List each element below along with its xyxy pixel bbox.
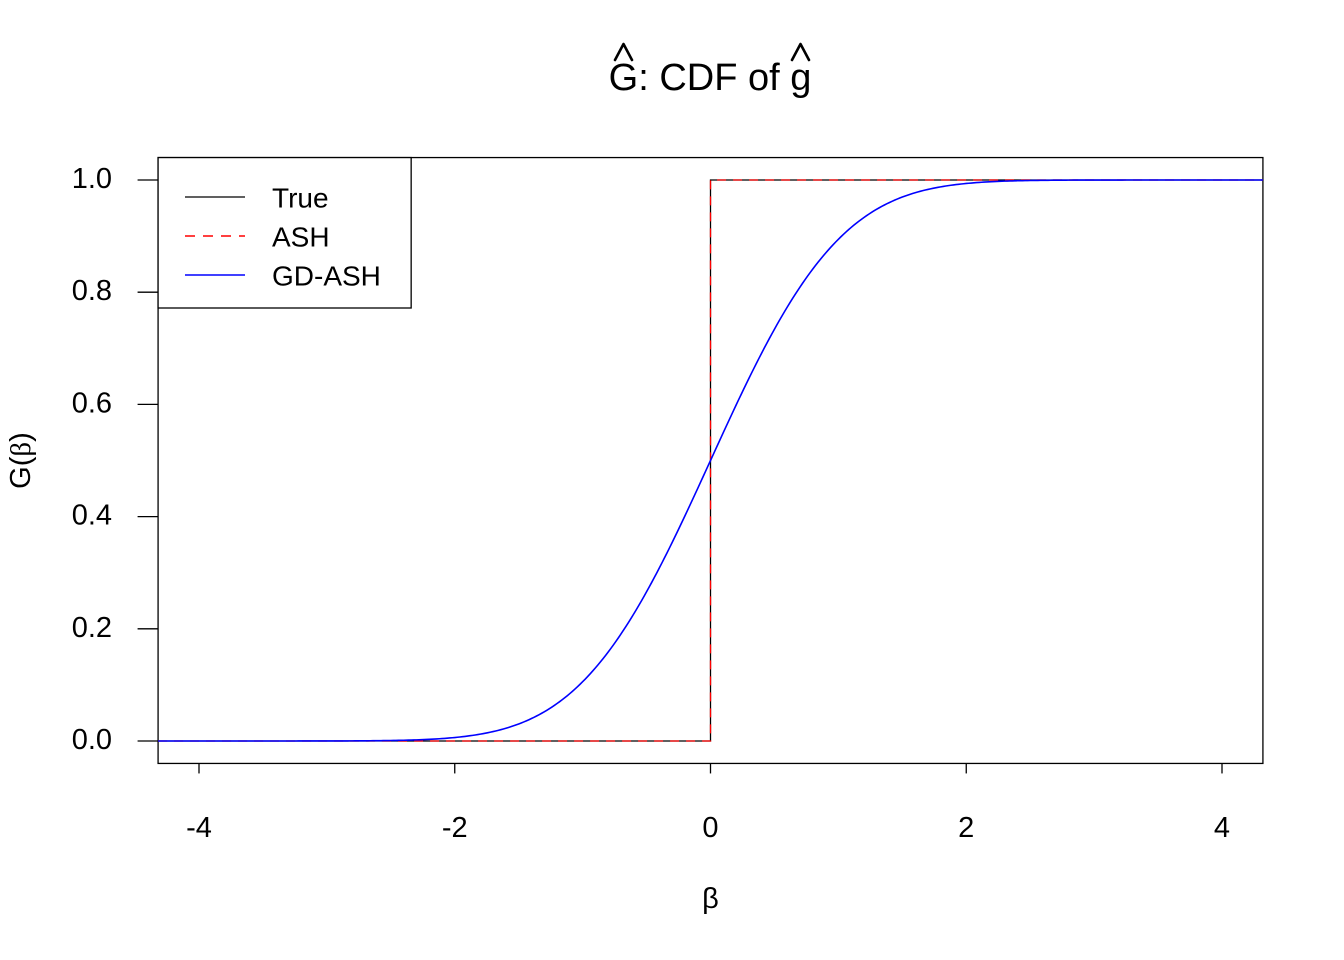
svg-text:True: True — [272, 183, 329, 214]
svg-text:4: 4 — [1214, 812, 1230, 844]
svg-text:0.4: 0.4 — [72, 500, 112, 532]
svg-text:-4: -4 — [186, 812, 212, 844]
svg-text:0: 0 — [702, 812, 718, 844]
svg-text:0.2: 0.2 — [72, 612, 112, 644]
svg-text:1.0: 1.0 — [72, 163, 112, 195]
svg-text:2: 2 — [958, 812, 974, 844]
svg-text:β: β — [702, 883, 719, 915]
svg-text:0.6: 0.6 — [72, 387, 112, 419]
svg-text:GD-ASH: GD-ASH — [272, 261, 381, 292]
svg-text:-2: -2 — [442, 812, 468, 844]
svg-text:0.0: 0.0 — [72, 724, 112, 756]
svg-text:ASH: ASH — [272, 222, 330, 253]
svg-text:0.8: 0.8 — [72, 275, 112, 307]
svg-text:G(β): G(β) — [5, 432, 37, 489]
svg-text:G: CDF of g: G: CDF of g — [609, 57, 812, 99]
